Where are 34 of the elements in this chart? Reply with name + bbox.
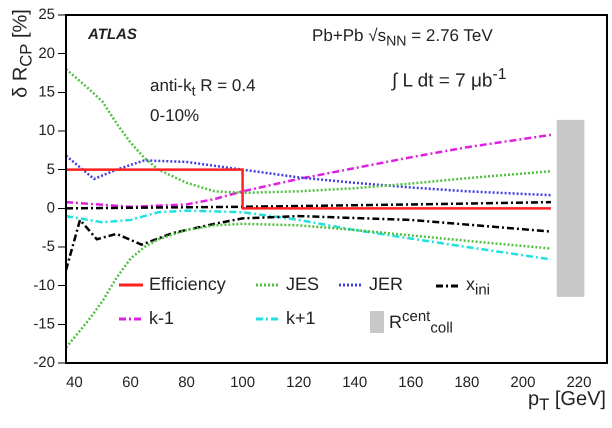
- y-tick-label: 25: [38, 6, 55, 24]
- annotation: 0-10%: [150, 106, 200, 126]
- line-series: [66, 222, 552, 349]
- line-series: [66, 209, 552, 261]
- line-series: [66, 154, 552, 196]
- y-tick-label: -5: [42, 238, 55, 256]
- x-tick-label: 100: [230, 374, 256, 392]
- legend-label: k+1: [286, 308, 316, 329]
- annotation: ATLAS: [88, 26, 137, 43]
- x-tick-label: 140: [342, 374, 368, 392]
- y-tick-label: -10: [33, 276, 55, 294]
- annotation: anti-k$_{t}$ R = 0.4: [150, 76, 256, 100]
- annotation: ∫ L dt = 7 μb$^{-1}$: [392, 66, 507, 92]
- x-tick-label: 120: [286, 374, 312, 392]
- x-tick-label: 80: [178, 374, 195, 392]
- line-series: [66, 68, 552, 194]
- legend-label: Efficiency: [149, 274, 226, 295]
- y-tick-label: 20: [38, 44, 55, 62]
- legend-label: x$_{ini}$: [466, 274, 490, 299]
- y-tick-label: -15: [33, 315, 55, 332]
- x-tick-label: 180: [454, 374, 480, 392]
- y-tick-label: 10: [38, 122, 55, 140]
- x-tick-label: 40: [66, 374, 83, 392]
- legend-label: JER: [369, 274, 404, 295]
- y-tick-label: 0: [46, 199, 55, 216]
- legend-label: k-1: [149, 308, 174, 329]
- legend-label: JES: [286, 274, 320, 295]
- y-tick-label: 5: [46, 160, 55, 178]
- line-series: [66, 134, 552, 208]
- y-tick-label: -20: [33, 354, 55, 372]
- x-tick-label: 60: [122, 374, 139, 392]
- y-tick-label: 15: [38, 83, 55, 100]
- annotation: Pb+Pb √s$_{NN}$ = 2.76 TeV: [312, 26, 493, 50]
- x-tick-label: 160: [398, 374, 424, 392]
